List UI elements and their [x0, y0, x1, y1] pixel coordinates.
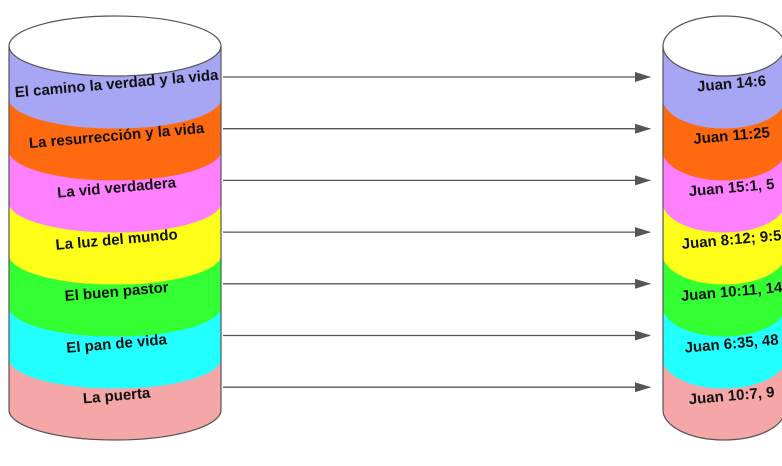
references-band-la-vid-verdadera [663, 150, 782, 232]
names-band-edge [8, 305, 222, 337]
names-label: La puerta [82, 385, 151, 408]
references-top-face [662, 15, 782, 77]
names-band-edge [8, 149, 222, 181]
references-band-edge [662, 305, 782, 337]
names-band-la-resurreccion-y-la-vida [9, 98, 221, 180]
names-band-la-vid-verdadera [9, 150, 221, 232]
names-band-edge [8, 201, 222, 233]
references-band-la-puerta [663, 358, 782, 440]
names-band-el-buen-pastor [9, 254, 221, 336]
references-band-edge [662, 357, 782, 389]
arrows-group [223, 72, 651, 393]
references-band-el-camino-la-verdad-y-la-vida [663, 46, 782, 128]
references-band-edge [662, 149, 782, 181]
references-band-la-resurreccion-y-la-vida [663, 98, 782, 180]
references-outline [662, 46, 782, 441]
names-band-edge [8, 97, 222, 129]
references-label: Juan 11:25 [693, 124, 771, 148]
names-outline [8, 46, 222, 441]
references-band-la-luz-del-mundo [663, 202, 782, 284]
references-band-edge [662, 253, 782, 285]
references-band-el-pan-de-vida [663, 306, 782, 388]
names-band-el-pan-de-vida [9, 306, 221, 388]
names-top-face [8, 15, 222, 77]
names-band-la-luz-del-mundo [9, 202, 221, 284]
references-band-edge [662, 201, 782, 233]
names-band-edge [8, 253, 222, 285]
references-band-edge [662, 97, 782, 129]
references-band-el-buen-pastor [663, 254, 782, 336]
names-band-el-camino-la-verdad-y-la-vida [9, 46, 221, 128]
names-band-edge [8, 357, 222, 389]
names-band-la-puerta [9, 358, 221, 440]
references-label: Juan 14:6 [696, 73, 766, 96]
